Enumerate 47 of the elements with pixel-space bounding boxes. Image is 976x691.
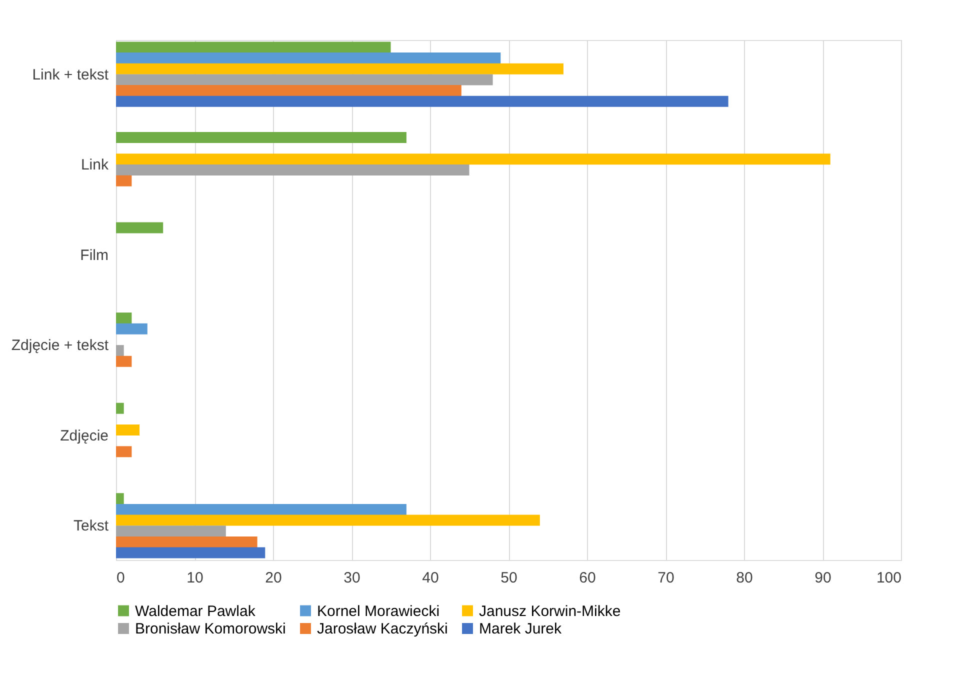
bar [116, 63, 564, 74]
bar [116, 164, 470, 176]
x-tick-label: 60 [579, 570, 596, 586]
x-tick-label: 0 [116, 570, 125, 586]
bar [116, 312, 132, 324]
bar [116, 356, 132, 367]
y-tick-label: Film [80, 246, 108, 264]
x-tick-label: 30 [344, 570, 360, 586]
bar [116, 52, 501, 64]
legend-label: Kornel Morawiecki [317, 602, 440, 620]
bar [116, 536, 258, 548]
bar [116, 345, 124, 356]
bar [116, 85, 462, 96]
x-tick-label: 80 [736, 570, 753, 586]
bar [116, 493, 124, 504]
y-tick-label: Zdjęcie [60, 427, 108, 444]
legend-label: Waldemar Pawlak [135, 602, 256, 620]
bar [116, 175, 132, 186]
x-tick-label: 70 [658, 570, 674, 586]
bar [116, 402, 124, 414]
bar [116, 42, 391, 53]
legend-label: Jarosław Kaczyński [317, 620, 448, 638]
bar [116, 323, 148, 334]
bar [116, 222, 164, 234]
bar [116, 526, 226, 537]
bar [116, 132, 406, 143]
x-tick-label: 100 [876, 570, 902, 586]
bar [116, 547, 266, 558]
y-tick-label: Link + tekst [32, 66, 110, 84]
y-tick-label: Link [80, 156, 109, 174]
legend-label: Janusz Korwin-Mikke [479, 602, 621, 620]
bar [116, 424, 140, 436]
bar [116, 446, 132, 458]
x-tick-label: 20 [265, 570, 282, 586]
bar [116, 514, 540, 526]
bar [116, 96, 728, 107]
x-tick-label: 40 [422, 570, 439, 586]
x-tick-label: 90 [814, 570, 832, 586]
x-tick-label: 50 [500, 570, 518, 586]
y-tick-label: Zdjęcie + tekst [11, 337, 110, 354]
legend-label: Bronisław Komorowski [135, 620, 286, 638]
bar [116, 154, 830, 165]
bar [116, 504, 406, 515]
bar [116, 74, 493, 86]
legend-label: Marek Jurek [479, 620, 562, 638]
y-tick-label: Tekst [73, 518, 110, 535]
x-tick-label: 10 [186, 570, 204, 586]
